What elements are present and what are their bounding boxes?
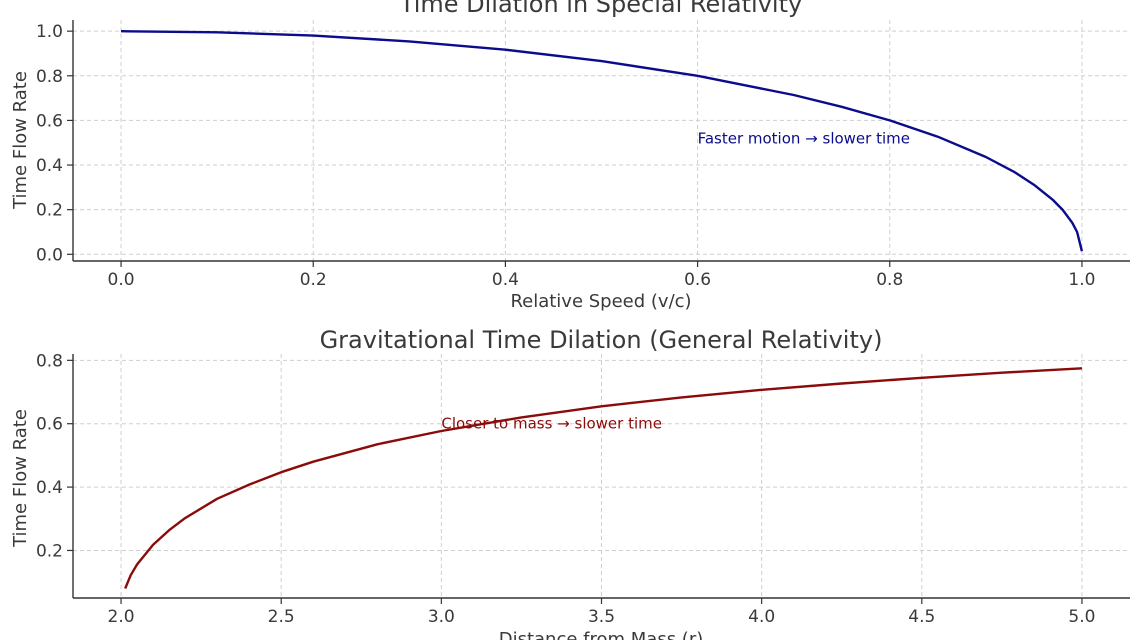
x-tick-label: 0.8 [876,270,903,290]
x-axis-label: Relative Speed (v/c) [510,291,691,312]
x-axis-label: Distance from Mass (r) [499,629,704,640]
x-tick-label: 0.4 [492,270,519,290]
y-tick-label: 0.2 [36,201,63,221]
ticks: 2.0 2.5 3.0 3.5 4.0 4.5 5.0 0.2 0.4 0.6 0.8 [36,351,1096,627]
y-tick-label: 0.6 [36,111,63,131]
y-axis-label: Time Flow Rate [10,409,31,548]
x-tick-label: 2.5 [268,607,295,627]
x-tick-label: 4.5 [908,607,935,627]
y-tick-label: 0.6 [36,415,63,435]
series-line [124,367,1083,589]
chart-title: Gravitational Time Dilation (General Rel… [320,326,883,354]
x-tick-label: 0.2 [300,270,327,290]
y-tick-label: 0.8 [36,351,63,371]
y-axis-label: Time Flow Rate [10,71,31,210]
y-tick-label: 0.4 [36,478,63,498]
y-tick-label: 0.4 [36,156,63,176]
x-tick-label: 0.6 [684,270,711,290]
x-tick-label: 4.0 [748,607,775,627]
annotation: Faster motion → slower time [698,129,910,147]
series-line [120,30,1084,252]
x-tick-label: 3.0 [428,607,455,627]
ticks: 0.0 0.2 0.4 0.6 0.8 1.0 0.0 0.2 0.4 0.6 0.8 1.0 [36,22,1096,290]
x-tick-label: 0.0 [108,270,135,290]
x-tick-label: 3.5 [588,607,615,627]
y-tick-label: 0.2 [36,541,63,561]
annotation: Closer to mass → slower time [441,415,662,433]
chart-title: Time Dilation in Special Relativity [399,0,802,18]
grid [73,354,1130,598]
y-tick-label: 0.8 [36,67,63,87]
y-tick-label: 0.0 [36,245,63,265]
grid [73,20,1130,261]
special-relativity-chart: Time Dilation in Special Relativity 0.0 0… [10,0,1130,312]
gravitational-chart: Gravitational Time Dilation (General Rel… [10,326,1130,640]
x-tick-label: 5.0 [1068,607,1095,627]
y-tick-label: 1.0 [36,22,63,42]
x-tick-label: 2.0 [108,607,135,627]
x-tick-label: 1.0 [1068,270,1095,290]
